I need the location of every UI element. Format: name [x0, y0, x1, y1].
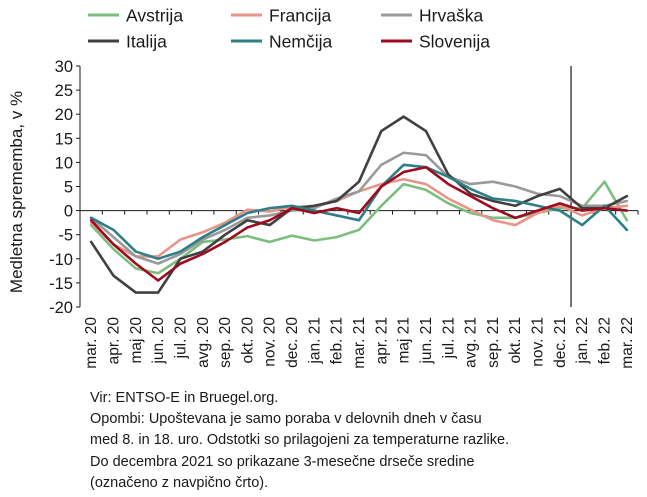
y-tick-label: -15	[49, 275, 73, 293]
x-tick-label: dec. 20	[284, 317, 301, 368]
x-tick-label: dec. 21	[552, 317, 569, 368]
y-tick-label: 25	[55, 82, 73, 100]
legend-label: Hrvaška	[419, 6, 483, 26]
x-tick-label: avg. 21	[463, 317, 480, 368]
x-tick-label: maj 21	[396, 317, 413, 364]
y-tick-label: 0	[64, 203, 73, 221]
x-tick-label: maj 20	[128, 317, 145, 364]
note-line: (označeno z navpično črto).	[90, 474, 269, 491]
x-tick-label: jun. 20	[150, 317, 167, 365]
note-line: Do decembra 2021 so prikazane 3-mesečne …	[90, 453, 475, 470]
x-tick-label: feb. 22	[597, 317, 614, 364]
y-tick-label: 20	[55, 106, 73, 124]
legend-label: Italija	[126, 32, 167, 52]
x-tick-label: mar. 20	[83, 317, 100, 369]
chart-legend: Avstrija Francija Hrvaška Italija Nemčija Slo…	[88, 6, 490, 52]
chart-notes: Vir: ENTSO-E in Bruegel.org. Opombi: Upo…	[90, 388, 640, 494]
line-chart: Avstrija Francija Hrvaška Italija Nemčija Slo…	[7, 6, 639, 369]
legend-label: Francija	[269, 6, 332, 26]
series-line	[89, 163, 629, 261]
x-tick-label: avg. 20	[195, 317, 212, 368]
x-tick-label: sep. 20	[217, 317, 234, 368]
x-tick-label: nov. 20	[262, 317, 279, 367]
y-tick-label: 10	[55, 154, 73, 172]
y-axis-label: Medletna sprememba, v %	[7, 91, 26, 293]
legend-label: Avstrija	[126, 6, 183, 26]
x-tick-label: jul. 20	[172, 317, 189, 360]
y-tick-label: 5	[64, 179, 73, 197]
series-line	[89, 151, 629, 265]
x-tick-label: apr. 20	[105, 317, 122, 365]
x-tick-label: apr. 21	[373, 317, 390, 364]
y-tick-label: -5	[58, 227, 73, 245]
note-line: med 8. in 18. uro. Odstotki so prilagoje…	[90, 432, 510, 449]
y-tick-label: 30	[55, 58, 73, 76]
series-line	[89, 165, 629, 282]
x-tick-label: jul. 21	[440, 317, 457, 359]
x-tick-label: jun. 21	[418, 317, 435, 365]
y-tick-label: -10	[49, 251, 73, 269]
x-tick-label: mar. 22	[619, 317, 636, 369]
legend-label: Nemčija	[269, 32, 332, 52]
legend-label: Slovenija	[419, 32, 490, 52]
source-note: Vir: ENTSO-E in Bruegel.org.	[90, 390, 279, 406]
x-tick-label: feb. 21	[329, 317, 346, 364]
note-line: Opombi: Upoštevana je samo poraba v delo…	[90, 411, 482, 428]
x-tick-label: nov. 21	[530, 317, 547, 367]
chart-series	[89, 115, 629, 294]
y-tick-label: 15	[55, 130, 73, 148]
chart-axes: -20 -15 -10 -5 0 5 10 15 20 25 30 mar. 20 apr. 20 maj…	[49, 58, 639, 369]
x-tick-label: jan. 22	[574, 317, 591, 365]
series-line	[89, 115, 629, 294]
x-tick-label: okt. 20	[239, 317, 256, 364]
y-tick-label: -20	[49, 299, 73, 317]
x-tick-label: sep. 21	[485, 317, 502, 368]
x-tick-label: okt. 21	[507, 317, 524, 364]
x-tick-label: mar. 21	[351, 317, 368, 369]
x-tick-label: jan. 21	[306, 317, 323, 365]
